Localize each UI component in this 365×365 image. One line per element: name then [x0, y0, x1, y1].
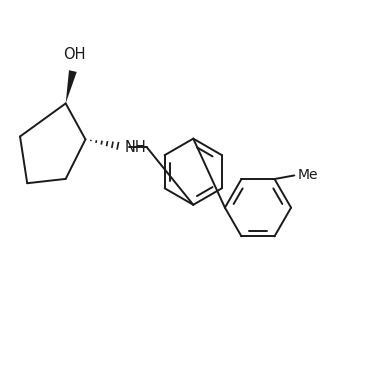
Polygon shape	[66, 70, 77, 103]
Text: Me: Me	[297, 168, 318, 182]
Text: NH: NH	[125, 140, 147, 155]
Text: OH: OH	[64, 47, 86, 62]
